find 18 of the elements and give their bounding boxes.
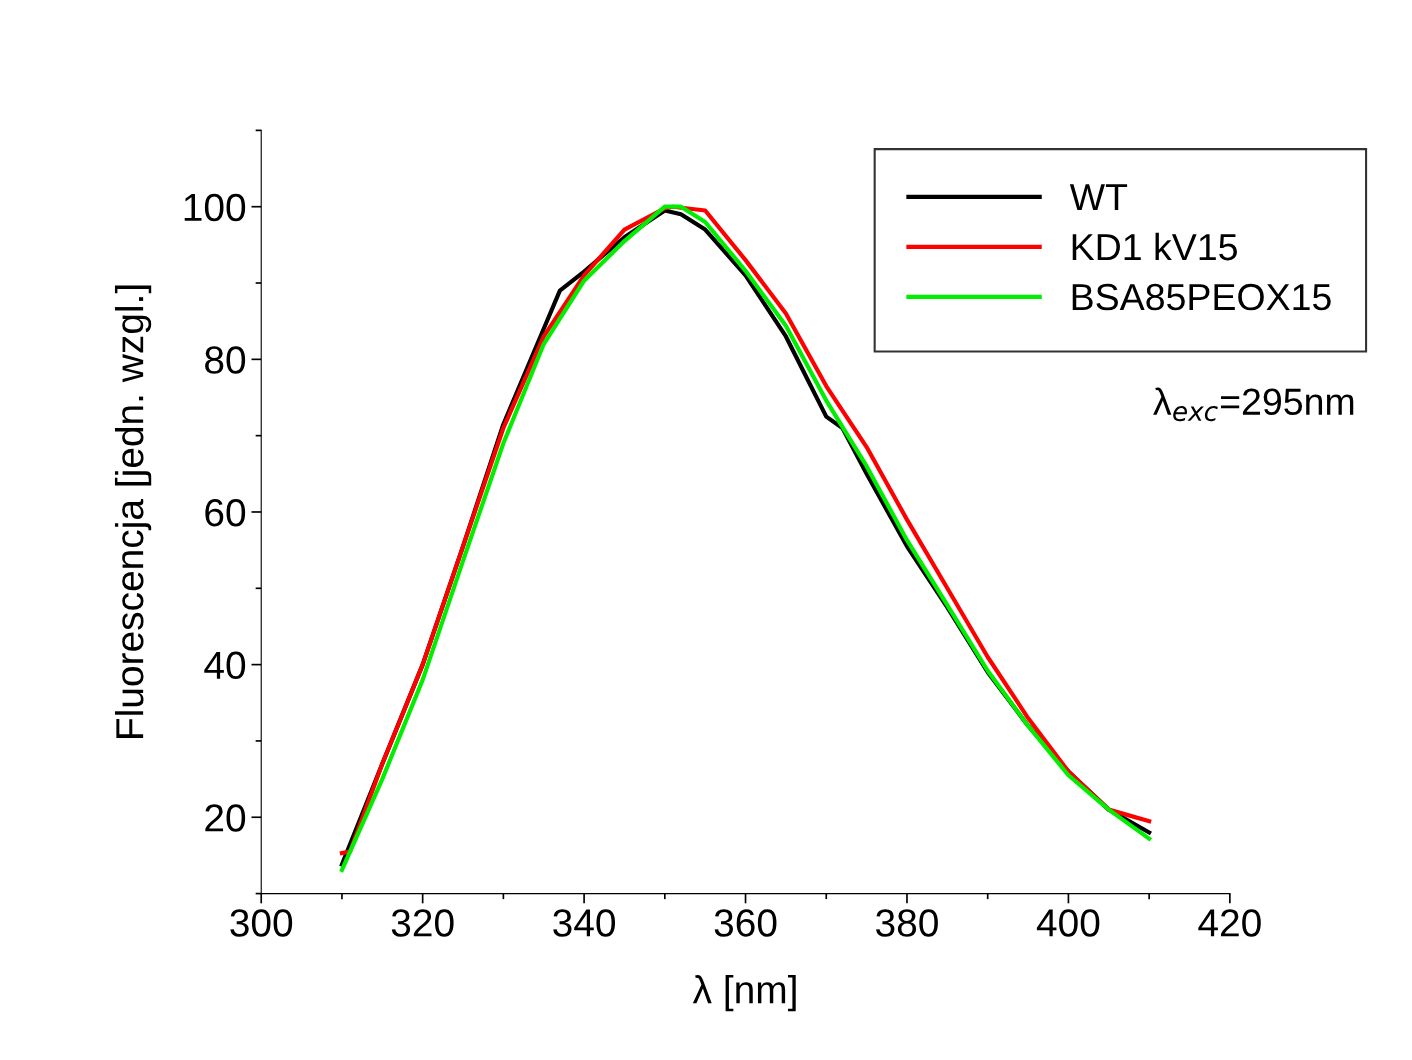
y-tick-label: 20: [205, 804, 246, 832]
legend-label: BSA85PEOX15: [1072, 283, 1331, 311]
legend-label: KD1 kV15: [1072, 232, 1237, 261]
y-tick-label: 80: [205, 346, 246, 374]
y-tick-label: 40: [204, 651, 246, 680]
x-tick-label: 400: [1036, 909, 1100, 937]
annotation: λ$_{exc}$=295nm: [1153, 387, 1354, 422]
y-tick-label: 60: [205, 498, 246, 527]
x-tick-label: 360: [714, 909, 777, 937]
x-tick-label: 300: [230, 909, 293, 937]
y-axis-title: Fluorescencja [jedn. wzgl.]: [114, 285, 152, 738]
x-tick-label: 420: [1198, 909, 1261, 937]
x-tick-label: 380: [876, 909, 938, 937]
x-tick-label: 320: [391, 909, 454, 937]
legend-label: WT: [1069, 184, 1128, 211]
x-axis-title: λ [nm]: [692, 974, 796, 1012]
y-tick-label: 100: [184, 193, 246, 222]
x-tick-label: 340: [553, 909, 616, 937]
